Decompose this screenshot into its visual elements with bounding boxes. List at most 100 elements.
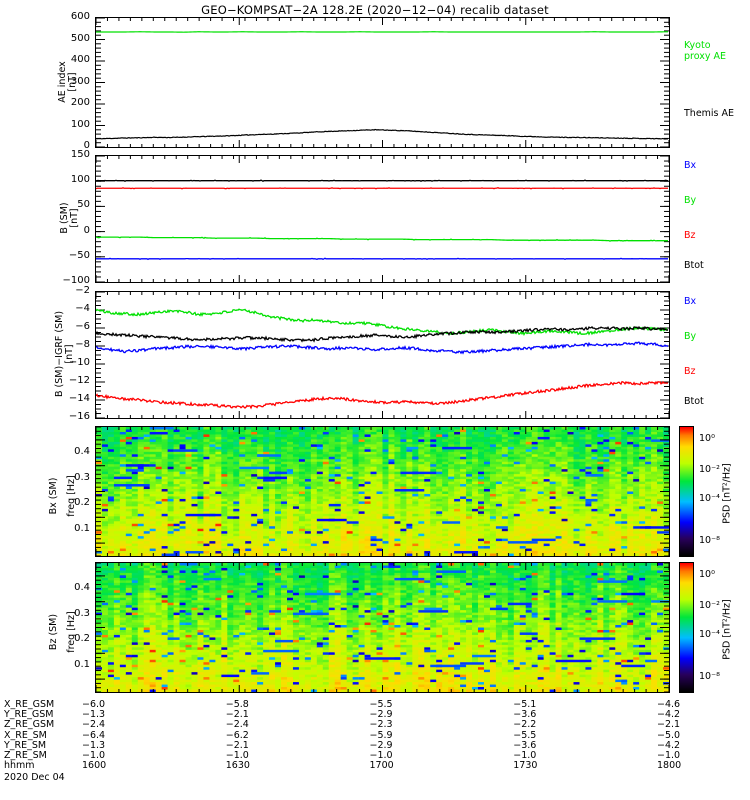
y-tick-label: 300 [70, 75, 90, 87]
colorbar-tick-label: 10⁻² [699, 599, 720, 611]
footer-value: −5.0 [657, 729, 681, 741]
legend-by-panel2: By [684, 195, 697, 206]
y-tick-label: 0.3 [74, 471, 90, 483]
y-tick-label: 600 [70, 11, 90, 22]
footer-value: −5.8 [225, 699, 249, 710]
panel-ae-index [95, 17, 670, 148]
footer-value: −1.0 [225, 750, 249, 761]
footer-value: −2.4 [225, 719, 249, 731]
y-tick-label: −16 [68, 411, 90, 422]
legend-by-panel3: By [684, 331, 697, 342]
footer-time-label: 1700 [369, 760, 394, 772]
legend-bz-panel3: Bz [684, 366, 696, 377]
footer-value: −4.6 [657, 699, 681, 710]
y-tick-label: 0.1 [74, 659, 90, 671]
legend-themis-ae: Themis AE [684, 108, 735, 119]
footer-value: −6.0 [82, 699, 106, 710]
y-tick-label: 0.1 [74, 523, 90, 535]
footer-value: −5.5 [513, 729, 537, 741]
y-tick-label: 0 [83, 224, 90, 236]
footer-time-label: 1630 [225, 760, 250, 772]
footer-row-label: hhmm [4, 760, 35, 772]
legend-bx-panel3: Bx [684, 296, 697, 307]
footer-row-label: Z_RE_GSM [4, 719, 55, 731]
legend-kyoto-proxy-ae: Kyoto proxy AE [684, 40, 727, 62]
footer-time-label: 1800 [657, 760, 682, 772]
legend-bx-panel2: Bx [684, 160, 697, 171]
footer-date: 2020 Dec 04 [4, 772, 65, 783]
footer-time-label: 1730 [513, 760, 538, 772]
y-tick-label: 150 [70, 149, 90, 160]
footer-value: −2.4 [82, 719, 106, 731]
y-tick-label: −8 [75, 339, 90, 350]
panel-bx-spectrogram [95, 426, 670, 557]
footer-value: −2.1 [225, 709, 249, 721]
colorbar-tick-label: 10⁰ [699, 569, 715, 581]
y-tick-label: 400 [70, 54, 90, 65]
footer-row-label: Y_RE_GSM [4, 709, 54, 721]
footer-value: −2.1 [225, 739, 249, 751]
footer-row-label: Y_RE_SM [4, 739, 47, 751]
y-tick-label: −2 [75, 285, 90, 296]
footer-value: −1.3 [82, 709, 106, 721]
colorbar-tick-label: 10⁻² [699, 463, 720, 475]
y-tick-label: 0.3 [74, 607, 90, 619]
y-tick-label: −6 [75, 321, 90, 332]
colorbar-bz-title: PSD [nT²/Hz] [721, 599, 733, 660]
y-tick-label: 500 [70, 32, 90, 44]
footer-value: −1.0 [369, 750, 393, 761]
footer-value: −3.6 [513, 739, 537, 751]
footer-value: −4.2 [657, 709, 681, 721]
panel-b-sm [95, 155, 670, 283]
y-tick-label: 0 [83, 140, 90, 151]
y-tick-label: −14 [68, 393, 90, 404]
footer-row-label: Z_RE_SM [4, 750, 47, 761]
footer-value: −1.0 [657, 750, 681, 761]
footer-value: −2.9 [369, 709, 393, 721]
footer-row-label: X_RE_SM [4, 729, 47, 741]
footer-value: −5.1 [513, 699, 537, 710]
footer-value: −6.4 [82, 729, 106, 741]
y-tick-label: 0.2 [74, 633, 90, 645]
panel-b-sm-minus-igrf [95, 291, 670, 419]
footer-value: −5.9 [369, 729, 393, 741]
footer-row-label: X_RE_GSM [4, 699, 55, 710]
legend-btot-panel2: Btot [684, 260, 704, 271]
colorbar-tick-label: 10⁻⁸ [699, 671, 720, 683]
footer-value: −3.6 [513, 709, 537, 721]
footer-value: −2.2 [513, 719, 537, 731]
footer-value: −5.5 [369, 699, 393, 710]
colorbar-tick-label: 10⁻⁴ [699, 493, 720, 505]
y-tick-label: −50 [68, 249, 90, 261]
y-tick-label: 100 [70, 118, 90, 130]
legend-btot-panel3: Btot [684, 396, 704, 407]
footer-value: −1.0 [513, 750, 537, 761]
y-tick-label: 0.4 [74, 581, 90, 593]
footer-value: −2.9 [369, 739, 393, 751]
footer-time-label: 1600 [82, 760, 107, 772]
footer-value: −2.1 [657, 719, 681, 731]
footer-value: −4.2 [657, 739, 681, 751]
panel-bz-spectrogram [95, 562, 670, 693]
y-tick-label: 0.4 [74, 445, 90, 457]
footer-value: −6.2 [225, 729, 249, 741]
y-tick-label: 200 [70, 97, 90, 108]
footer-value: −1.3 [82, 739, 106, 751]
y-tick-label: −10 [68, 357, 90, 368]
footer-value: −1.0 [82, 750, 106, 761]
footer-value: −2.3 [369, 719, 393, 731]
colorbar-bx-title: PSD [nT²/Hz] [721, 463, 733, 524]
page-title: GEO−KOMPSAT−2A 128.2E (2020−12−04) recal… [201, 3, 549, 17]
colorbar-tick-label: 10⁰ [699, 433, 715, 445]
y-tick-label: −4 [75, 303, 90, 314]
legend-bz-panel2: Bz [684, 230, 696, 241]
y-tick-label: 100 [70, 174, 90, 186]
y-tick-label: −12 [68, 375, 90, 386]
colorbar-tick-label: 10⁻⁴ [699, 629, 720, 641]
y-tick-label: −100 [62, 275, 90, 286]
y-tick-label: 0.2 [74, 497, 90, 509]
colorbar-bx-spectrogram [679, 426, 694, 557]
y-tick-label: 50 [77, 199, 90, 211]
colorbar-bz-spectrogram [679, 562, 694, 693]
